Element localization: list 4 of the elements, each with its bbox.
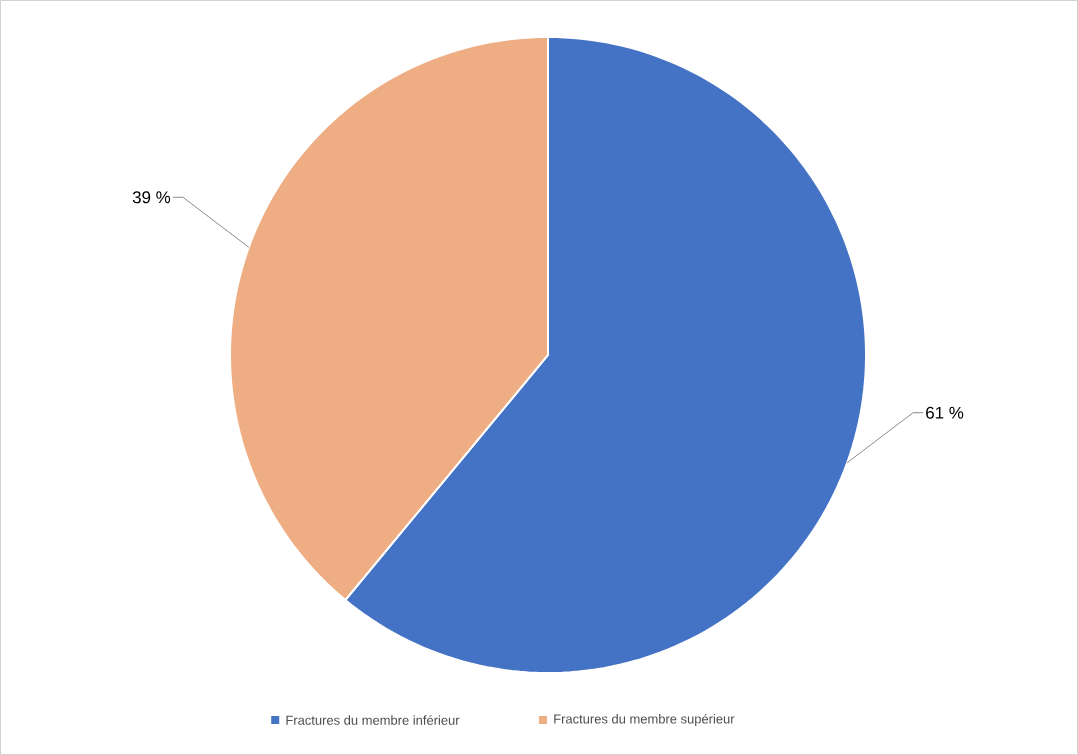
legend-label: Fractures du membre inférieur <box>286 715 460 725</box>
data-label: 61 % <box>926 406 964 419</box>
data-label: 39 % <box>132 191 171 204</box>
legend-label: Fractures du membre supérieur <box>554 713 735 727</box>
